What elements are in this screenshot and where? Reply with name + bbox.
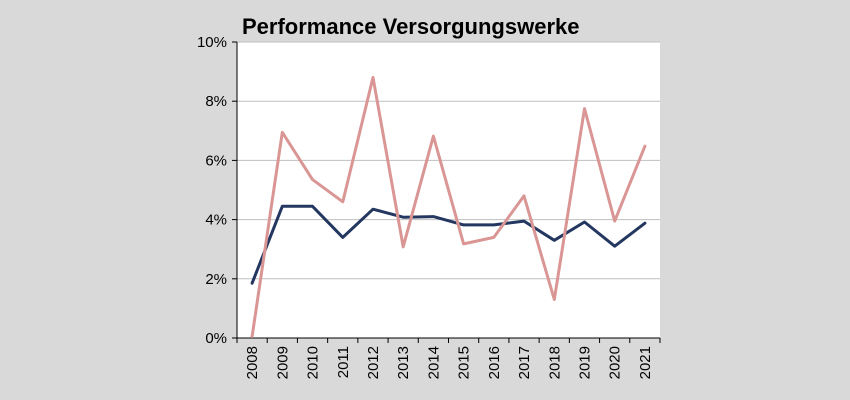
- x-tick-label: 2014: [425, 346, 442, 379]
- y-tick-label: 2%: [205, 271, 227, 288]
- x-tick-label: 2011: [335, 346, 352, 378]
- x-tick-label: 2018: [546, 346, 563, 379]
- x-tick-label: 2016: [486, 346, 503, 379]
- x-tick-label: 2010: [305, 346, 322, 379]
- tick-labels: 0% 2% 4% 6% 8% 10% 2008 2009 2010 2011 2012 2013 201…: [197, 34, 654, 379]
- axes: [232, 41, 661, 343]
- series-line-2: [250, 76, 647, 338]
- y-tick-label: 6%: [205, 152, 227, 169]
- x-tick-label: 2012: [365, 346, 382, 379]
- series-line-1: [250, 204, 647, 285]
- x-tick-label: 2019: [576, 346, 593, 379]
- y-tick-label: 0%: [205, 330, 227, 347]
- x-tick-label: 2021: [637, 346, 654, 379]
- x-tick-label: 2008: [244, 346, 261, 379]
- x-tick-label: 2013: [395, 346, 412, 379]
- y-tick-label: 10%: [197, 34, 227, 51]
- x-tick-label: 2020: [607, 346, 624, 379]
- y-tick-label: 4%: [205, 212, 227, 229]
- chart-title: Performance Versorgungswerke: [242, 14, 579, 39]
- series-lines: [250, 76, 647, 338]
- x-tick-label: 2015: [456, 346, 473, 379]
- x-tick-label: 2009: [274, 346, 291, 379]
- x-tick-label: 2017: [516, 346, 533, 379]
- y-tick-label: 8%: [205, 93, 227, 110]
